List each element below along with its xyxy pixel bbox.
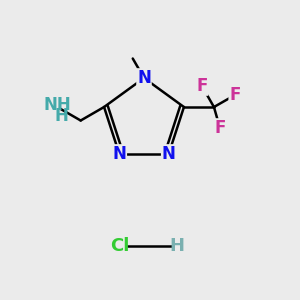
Text: N: N bbox=[162, 145, 176, 163]
Text: N: N bbox=[112, 145, 126, 163]
Text: H: H bbox=[169, 237, 184, 255]
Text: NH: NH bbox=[43, 96, 71, 114]
Text: H: H bbox=[55, 107, 68, 125]
Text: F: F bbox=[229, 86, 241, 104]
Text: F: F bbox=[214, 119, 226, 137]
Text: Cl: Cl bbox=[110, 237, 130, 255]
Text: F: F bbox=[196, 77, 208, 95]
Text: N: N bbox=[137, 69, 151, 87]
